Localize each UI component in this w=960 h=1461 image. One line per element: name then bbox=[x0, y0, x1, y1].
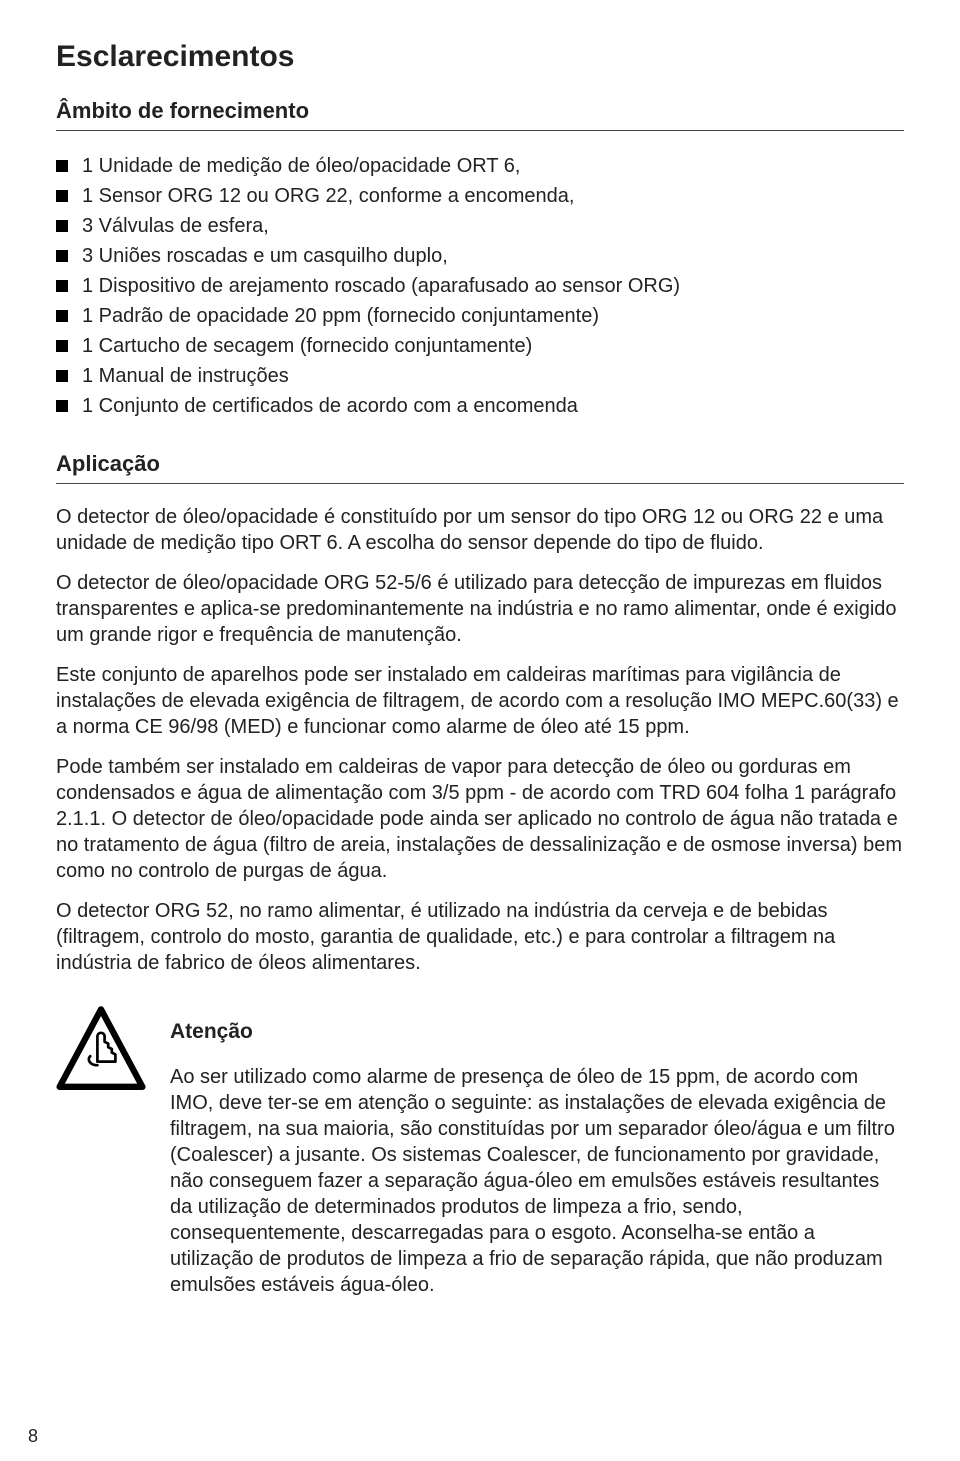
attention-text: Ao ser utilizado como alarme de presença… bbox=[170, 1064, 900, 1298]
document-page: Esclarecimentos Âmbito de fornecimento 1… bbox=[0, 0, 960, 1461]
body-paragraph: O detector de óleo/opacidade é constituí… bbox=[56, 504, 904, 556]
attention-block: Atenção Ao ser utilizado como alarme de … bbox=[56, 1004, 904, 1298]
body-paragraph: O detector de óleo/opacidade ORG 52-5/6 … bbox=[56, 570, 904, 648]
page-number: 8 bbox=[28, 1426, 38, 1447]
list-item: 1 Manual de instruções bbox=[56, 361, 904, 391]
page-title: Esclarecimentos bbox=[56, 40, 904, 74]
section-heading-application: Aplicação bbox=[56, 451, 904, 477]
list-item: 1 Sensor ORG 12 ou ORG 22, conforme a en… bbox=[56, 181, 904, 211]
list-item: 1 Unidade de medição de óleo/opacidade O… bbox=[56, 151, 904, 181]
warning-triangle-hand-icon bbox=[56, 1004, 146, 1094]
attention-body: Atenção Ao ser utilizado como alarme de … bbox=[170, 1004, 900, 1298]
section-rule bbox=[56, 483, 904, 484]
body-paragraph: Este conjunto de aparelhos pode ser inst… bbox=[56, 662, 904, 740]
section-rule bbox=[56, 130, 904, 131]
body-paragraph: Pode também ser instalado em caldeiras d… bbox=[56, 754, 904, 884]
list-item: 1 Padrão de opacidade 20 ppm (fornecido … bbox=[56, 301, 904, 331]
attention-heading: Atenção bbox=[170, 1020, 900, 1044]
list-item: 3 Uniões roscadas e um casquilho duplo, bbox=[56, 241, 904, 271]
list-item: 1 Dispositivo de arejamento roscado (apa… bbox=[56, 271, 904, 301]
section-heading-scope: Âmbito de fornecimento bbox=[56, 98, 904, 124]
list-item: 1 Conjunto de certificados de acordo com… bbox=[56, 391, 904, 421]
body-paragraph: O detector ORG 52, no ramo alimentar, é … bbox=[56, 898, 904, 976]
list-item: 3 Válvulas de esfera, bbox=[56, 211, 904, 241]
scope-bullet-list: 1 Unidade de medição de óleo/opacidade O… bbox=[56, 151, 904, 421]
list-item: 1 Cartucho de secagem (fornecido conjunt… bbox=[56, 331, 904, 361]
